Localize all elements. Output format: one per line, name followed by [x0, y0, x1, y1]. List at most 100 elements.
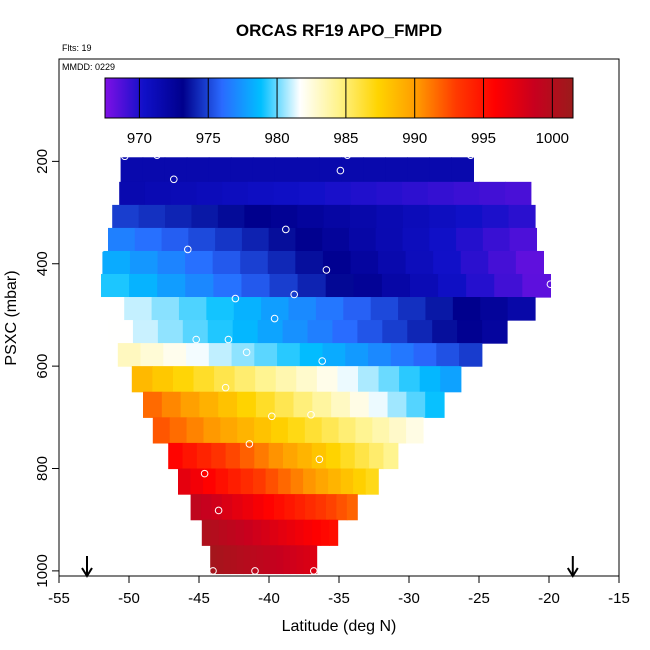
sample-point: [231, 294, 240, 303]
heatmap-cell: [254, 442, 270, 470]
y-axis: 200 400 600 800 1000: [34, 149, 59, 588]
heatmap-cell: [180, 391, 201, 418]
heatmap-cell: [453, 181, 480, 206]
heatmap-cell: [185, 273, 214, 298]
x-tick-label: -25: [468, 590, 490, 607]
heatmap-cell: [399, 366, 421, 393]
heatmap-cell: [297, 273, 327, 298]
heatmap-cell: [254, 417, 272, 444]
heatmap-cell: [244, 204, 272, 229]
heatmap-cell: [376, 204, 404, 229]
heatmap-cell: [273, 494, 285, 521]
heatmap-cell: [350, 181, 378, 206]
heatmap-cell: [132, 320, 159, 344]
heatmap-cell: [207, 320, 234, 344]
heatmap-cell: [129, 250, 159, 275]
heatmap-cell: [436, 343, 460, 367]
heatmap-cell: [320, 519, 330, 546]
heatmap-cell: [322, 343, 346, 367]
heatmap-cell: [494, 273, 523, 298]
sample-point: [184, 245, 192, 254]
heatmap-cell: [255, 366, 277, 393]
heatmap-cell: [325, 273, 355, 298]
heatmap-cell: [357, 366, 380, 393]
heatmap-cell: [425, 297, 454, 321]
heatmap-cell: [326, 442, 341, 470]
heatmap-cell: [231, 343, 255, 367]
heatmap-cell: [376, 181, 403, 206]
flights-note: Flts: 19: [62, 43, 92, 53]
y-tick-label: 1000: [34, 554, 51, 587]
sample-point: [242, 348, 251, 357]
heatmap-cell: [217, 204, 245, 229]
heatmap-cell: [482, 204, 510, 229]
heatmap-cell: [236, 545, 245, 575]
heatmap-cell: [244, 519, 254, 546]
heatmap-cell: [101, 273, 130, 298]
heatmap-cell: [303, 468, 317, 495]
sample-point: [282, 225, 290, 234]
heatmap-cell: [346, 494, 358, 521]
sample-point: [209, 567, 217, 575]
heatmap-cell: [297, 157, 320, 183]
heatmap-cell: [164, 157, 188, 183]
sample-point: [121, 152, 129, 161]
heatmap-cell: [203, 468, 217, 495]
heatmap-cell: [296, 366, 318, 393]
sample-point: [97, 244, 105, 253]
heatmap-cell: [349, 391, 370, 418]
sample-point: [245, 440, 254, 448]
heatmap-cell: [268, 227, 297, 252]
heatmap-cell: [307, 320, 334, 344]
heatmap-cell: [479, 181, 506, 206]
chart-title: ORCAS RF19 APO_FMPD: [236, 21, 442, 40]
heatmap-cell: [255, 391, 276, 418]
heatmap-cell: [368, 343, 392, 367]
sample-point: [546, 280, 555, 289]
heatmap-cell: [243, 545, 251, 575]
sample-point: [221, 383, 230, 392]
sample-point: [192, 335, 200, 344]
heatmap-cell: [295, 227, 323, 252]
colorbar-tick-label: 975: [196, 130, 221, 147]
heatmap-cells: [96, 157, 551, 575]
heatmap-cell: [208, 157, 232, 183]
heatmap-cell: [290, 468, 304, 495]
heatmap-cell: [293, 391, 313, 418]
heatmap-cell: [299, 343, 324, 367]
heatmap-cell: [282, 320, 309, 344]
heatmap-cell: [413, 343, 437, 367]
heatmap-cell: [383, 442, 399, 470]
heatmap-cell: [341, 157, 364, 183]
heatmap-cell: [240, 250, 269, 275]
heatmap-cell: [108, 227, 136, 252]
sample-point: [224, 335, 233, 344]
heatmap-cell: [315, 494, 327, 521]
heatmap-cell: [232, 494, 244, 521]
heatmap-cell: [215, 468, 229, 495]
heatmap-cell: [143, 391, 163, 418]
heatmap-cell: [218, 391, 238, 418]
x-tick-label: -55: [48, 590, 70, 607]
heatmap-cell: [295, 250, 324, 275]
heatmap-cell: [161, 227, 189, 252]
heatmap-cell: [221, 494, 233, 521]
heatmap-cell: [152, 366, 174, 393]
heatmap-cell: [337, 366, 359, 393]
heatmap-cell: [368, 391, 389, 418]
heatmap-cell: [124, 297, 153, 321]
colorbar-tick-label: 995: [471, 130, 496, 147]
heatmap-cell: [274, 157, 298, 183]
heatmap-cell: [459, 343, 483, 367]
heatmap-cell: [273, 181, 300, 206]
arrow-head: [81, 567, 93, 578]
heatmap-cell: [378, 366, 400, 393]
heatmap-cell: [190, 494, 202, 521]
heatmap-cell: [303, 519, 313, 546]
heatmap-cell: [309, 545, 318, 575]
heatmap-cell: [252, 519, 262, 546]
heatmap-cell: [433, 250, 462, 275]
heatmap-cell: [112, 204, 140, 229]
heatmap-cell: [242, 494, 254, 521]
